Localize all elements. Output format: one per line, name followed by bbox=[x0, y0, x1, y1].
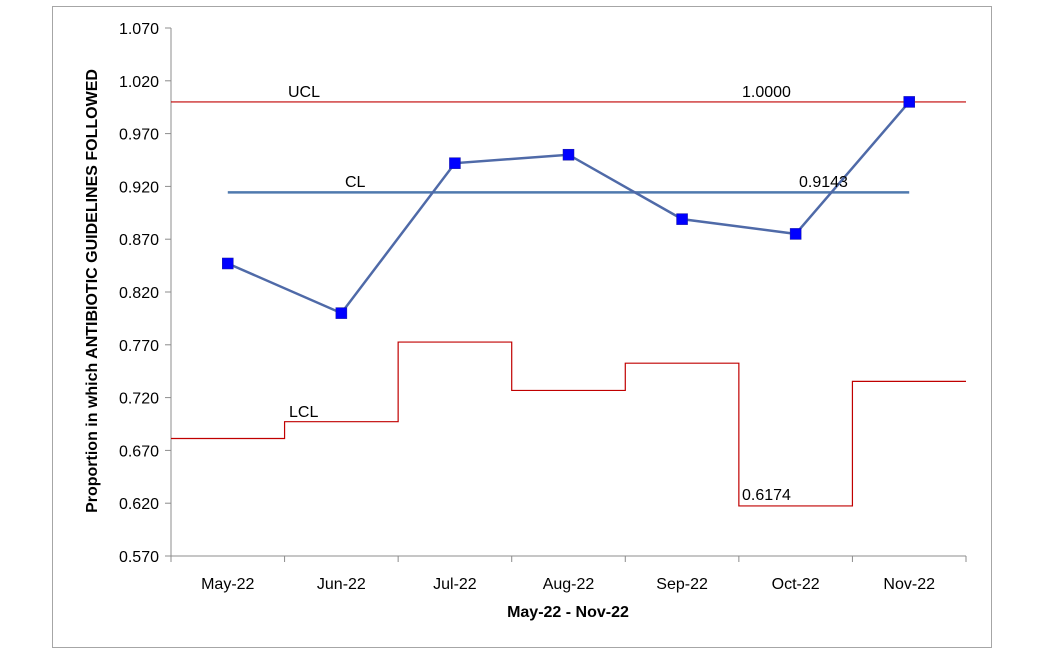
y-tick-label: 0.820 bbox=[119, 285, 159, 302]
y-tick-label: 0.870 bbox=[119, 232, 159, 249]
y-tick-label: 0.620 bbox=[119, 496, 159, 513]
ucl-label: UCL bbox=[288, 84, 320, 101]
data-point-marker bbox=[449, 157, 461, 169]
y-axis-ticks: 0.570 0.620 0.670 0.720 0.770 0.820 0.870 0.920… bbox=[119, 21, 171, 566]
lcl-label: LCL bbox=[289, 404, 318, 421]
series-line bbox=[227, 101, 911, 315]
chart-frame bbox=[52, 6, 992, 648]
data-point-marker bbox=[789, 228, 802, 240]
y-tick-label: 0.770 bbox=[119, 338, 159, 355]
cl-label: CL bbox=[345, 174, 366, 191]
control-limits bbox=[171, 101, 966, 507]
data-point-marker bbox=[562, 148, 575, 161]
x-tick-label: Nov-22 bbox=[883, 576, 935, 593]
y-tick-label: 1.020 bbox=[119, 74, 159, 91]
lcl-value-label: 0.6174 bbox=[742, 487, 791, 504]
data-point-marker bbox=[335, 307, 348, 319]
x-tick-label: Oct-22 bbox=[772, 576, 820, 593]
y-tick-label: 0.720 bbox=[119, 391, 159, 408]
lcl-line bbox=[171, 341, 966, 507]
y-tick-label: 0.920 bbox=[119, 179, 159, 196]
y-tick-label: 1.070 bbox=[119, 21, 159, 38]
y-tick-label: 0.570 bbox=[119, 549, 159, 566]
x-tick-label: Jul-22 bbox=[433, 576, 477, 593]
x-tick-label: Jun-22 bbox=[317, 576, 366, 593]
annotations: UCL 1.0000 CL 0.9143 LCL 0.6174 bbox=[288, 84, 848, 504]
x-tick-label: Sep-22 bbox=[656, 576, 708, 593]
series bbox=[222, 96, 915, 319]
y-tick-label: 0.970 bbox=[119, 127, 159, 144]
x-tick-label: May-22 bbox=[201, 576, 254, 593]
data-point-marker bbox=[676, 213, 688, 225]
ucl-value-label: 1.0000 bbox=[742, 84, 791, 101]
x-axis-title: May-22 - Nov-22 bbox=[507, 604, 629, 621]
data-point-marker bbox=[903, 96, 915, 108]
x-axis-ticks: May-22 Jun-22 Jul-22 Aug-22 Sep-22 Oct-22 Nov-… bbox=[170, 556, 967, 593]
y-axis-title: Proportion in which ANTIBIOTIC GUIDELINE… bbox=[84, 69, 101, 513]
data-point-marker bbox=[222, 257, 234, 270]
x-tick-label: Aug-22 bbox=[543, 576, 595, 593]
cl-value-label: 0.9143 bbox=[799, 174, 848, 191]
y-tick-label: 0.670 bbox=[119, 443, 159, 460]
